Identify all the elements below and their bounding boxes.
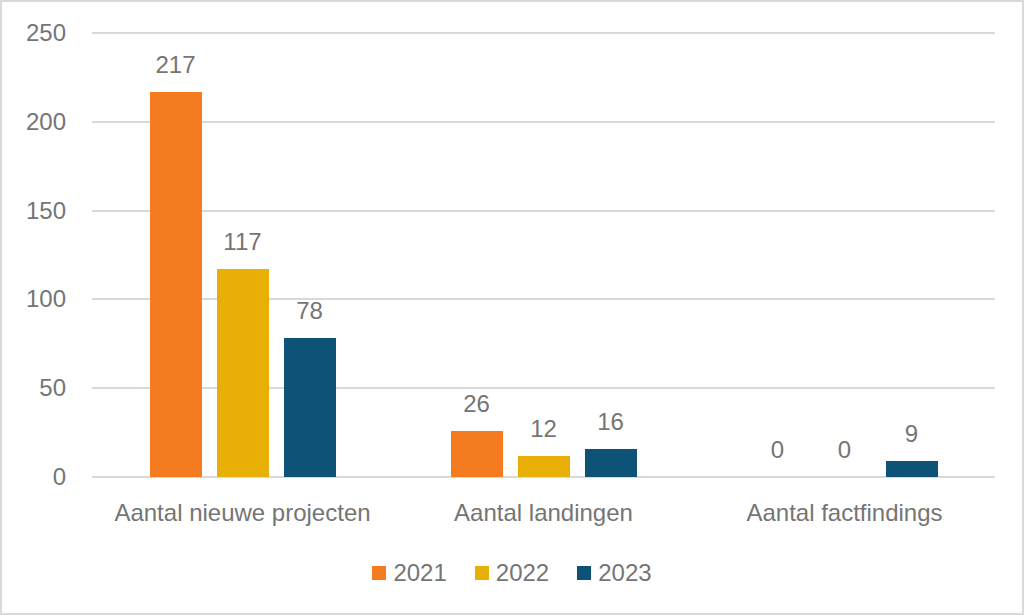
- y-axis-tick-label: 200: [2, 107, 66, 137]
- bar-value-label: 217: [131, 50, 221, 80]
- bar-2023-aantal-nieuwe-projecten: [284, 338, 336, 477]
- legend-item-2021: 2021: [372, 558, 446, 588]
- bar-value-label: 9: [867, 419, 957, 449]
- y-axis-tick-label: 250: [2, 18, 66, 48]
- x-axis-category-label-aantal-factfindings: Aantal factfindings: [694, 498, 995, 528]
- bar-2023-aantal-landingen: [585, 449, 637, 477]
- x-axis-category-label-aantal-landingen: Aantal landingen: [393, 498, 694, 528]
- legend-swatch-2021: [372, 566, 386, 580]
- legend: 2021 2022 2023: [2, 558, 1022, 588]
- gridline: [92, 121, 995, 123]
- legend-label-2023: 2023: [598, 558, 651, 588]
- gridline: [92, 210, 995, 212]
- bar-2021-aantal-nieuwe-projecten: [150, 92, 202, 477]
- bar-2022-aantal-nieuwe-projecten: [217, 269, 269, 477]
- legend-swatch-2022: [475, 566, 489, 580]
- gridline: [92, 32, 995, 34]
- legend-label-2021: 2021: [393, 558, 446, 588]
- bar-2021-aantal-landingen: [451, 431, 503, 477]
- legend-label-2022: 2022: [496, 558, 549, 588]
- bar-chart-canvas: 050100150200250 21711778261216009 Aantal…: [0, 0, 1024, 615]
- legend-item-2022: 2022: [475, 558, 549, 588]
- y-axis-tick-label: 150: [2, 196, 66, 226]
- y-axis-tick-label: 0: [2, 462, 66, 492]
- y-axis-tick-label: 50: [2, 373, 66, 403]
- x-axis-category-label-aantal-nieuwe-projecten: Aantal nieuwe projecten: [92, 498, 393, 528]
- bar-value-label: 117: [198, 227, 288, 257]
- y-axis-tick-label: 100: [2, 284, 66, 314]
- bar-value-label: 78: [265, 296, 355, 326]
- bar-2022-aantal-landingen: [518, 456, 570, 477]
- bar-2023-aantal-factfindings: [886, 461, 938, 477]
- bar-value-label: 16: [566, 407, 656, 437]
- legend-swatch-2023: [577, 566, 591, 580]
- legend-item-2023: 2023: [577, 558, 651, 588]
